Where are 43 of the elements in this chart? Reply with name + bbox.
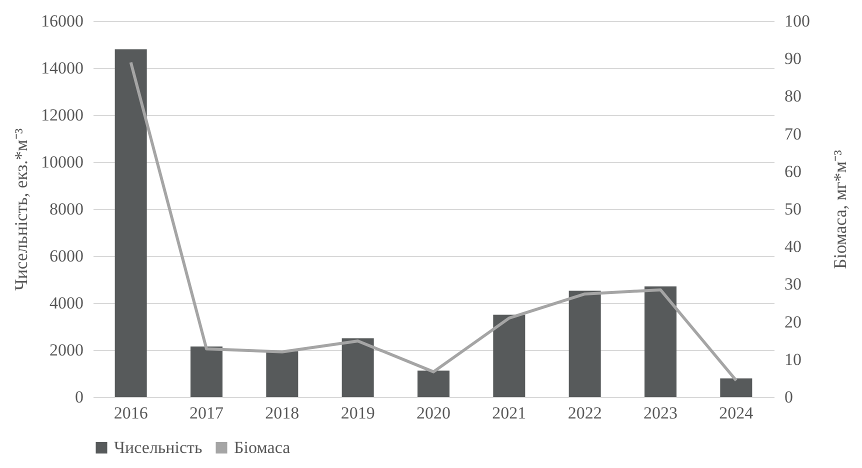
y2-tick-label: 10 xyxy=(784,350,802,369)
y2-tick-label: 70 xyxy=(784,124,802,144)
x-tick-label: 2018 xyxy=(265,404,300,422)
x-tick-label: 2024 xyxy=(719,404,754,422)
y2-tick-label: 100 xyxy=(784,12,810,30)
bar xyxy=(493,314,526,397)
bar xyxy=(418,370,450,397)
y-tick-label: 4000 xyxy=(50,294,84,312)
x-tick-label: 2021 xyxy=(492,404,526,422)
line-series xyxy=(129,60,738,382)
bar xyxy=(190,346,222,397)
bar xyxy=(114,49,147,397)
y-tick-label: 2000 xyxy=(50,340,84,360)
legend-label: Біомаса xyxy=(234,438,291,457)
y2-tick-label: 50 xyxy=(784,200,802,218)
bar xyxy=(568,290,601,397)
bar xyxy=(266,351,298,397)
bar xyxy=(342,338,374,397)
y-axis-title: Чисельність, екз.*м⁻³ xyxy=(11,128,31,291)
x-tick-label: 2023 xyxy=(644,404,678,422)
y-tick-label: 12000 xyxy=(41,106,84,124)
y2-tick-label: 20 xyxy=(784,312,802,332)
y2-tick-label: 40 xyxy=(784,237,802,256)
x-tick-label: 2016 xyxy=(114,404,148,422)
bar xyxy=(720,378,752,397)
y2-axis-title: Біомаса, мг*м⁻³ xyxy=(830,149,850,270)
y2-tick-label: 30 xyxy=(784,274,802,294)
y-tick-label: 14000 xyxy=(41,58,84,78)
y2-tick-label: 0 xyxy=(784,388,793,406)
x-tick-label: 2022 xyxy=(568,404,602,422)
y-tick-label: 16000 xyxy=(41,12,84,30)
y2-tick-label: 80 xyxy=(784,86,802,106)
y-tick-label: 0 xyxy=(75,388,84,406)
y2-tick-label: 90 xyxy=(784,49,802,68)
x-tick-label: 2017 xyxy=(190,404,224,422)
y2-tick-label: 60 xyxy=(784,162,802,181)
x-tick-label: 2020 xyxy=(416,404,450,422)
bar xyxy=(644,286,676,397)
y-tick-label: 10000 xyxy=(41,152,84,172)
x-tick-label: 2019 xyxy=(340,404,375,422)
y-tick-label: 6000 xyxy=(50,246,84,266)
legend-label: Чисельність xyxy=(114,438,202,457)
y-tick-label: 8000 xyxy=(50,200,84,218)
